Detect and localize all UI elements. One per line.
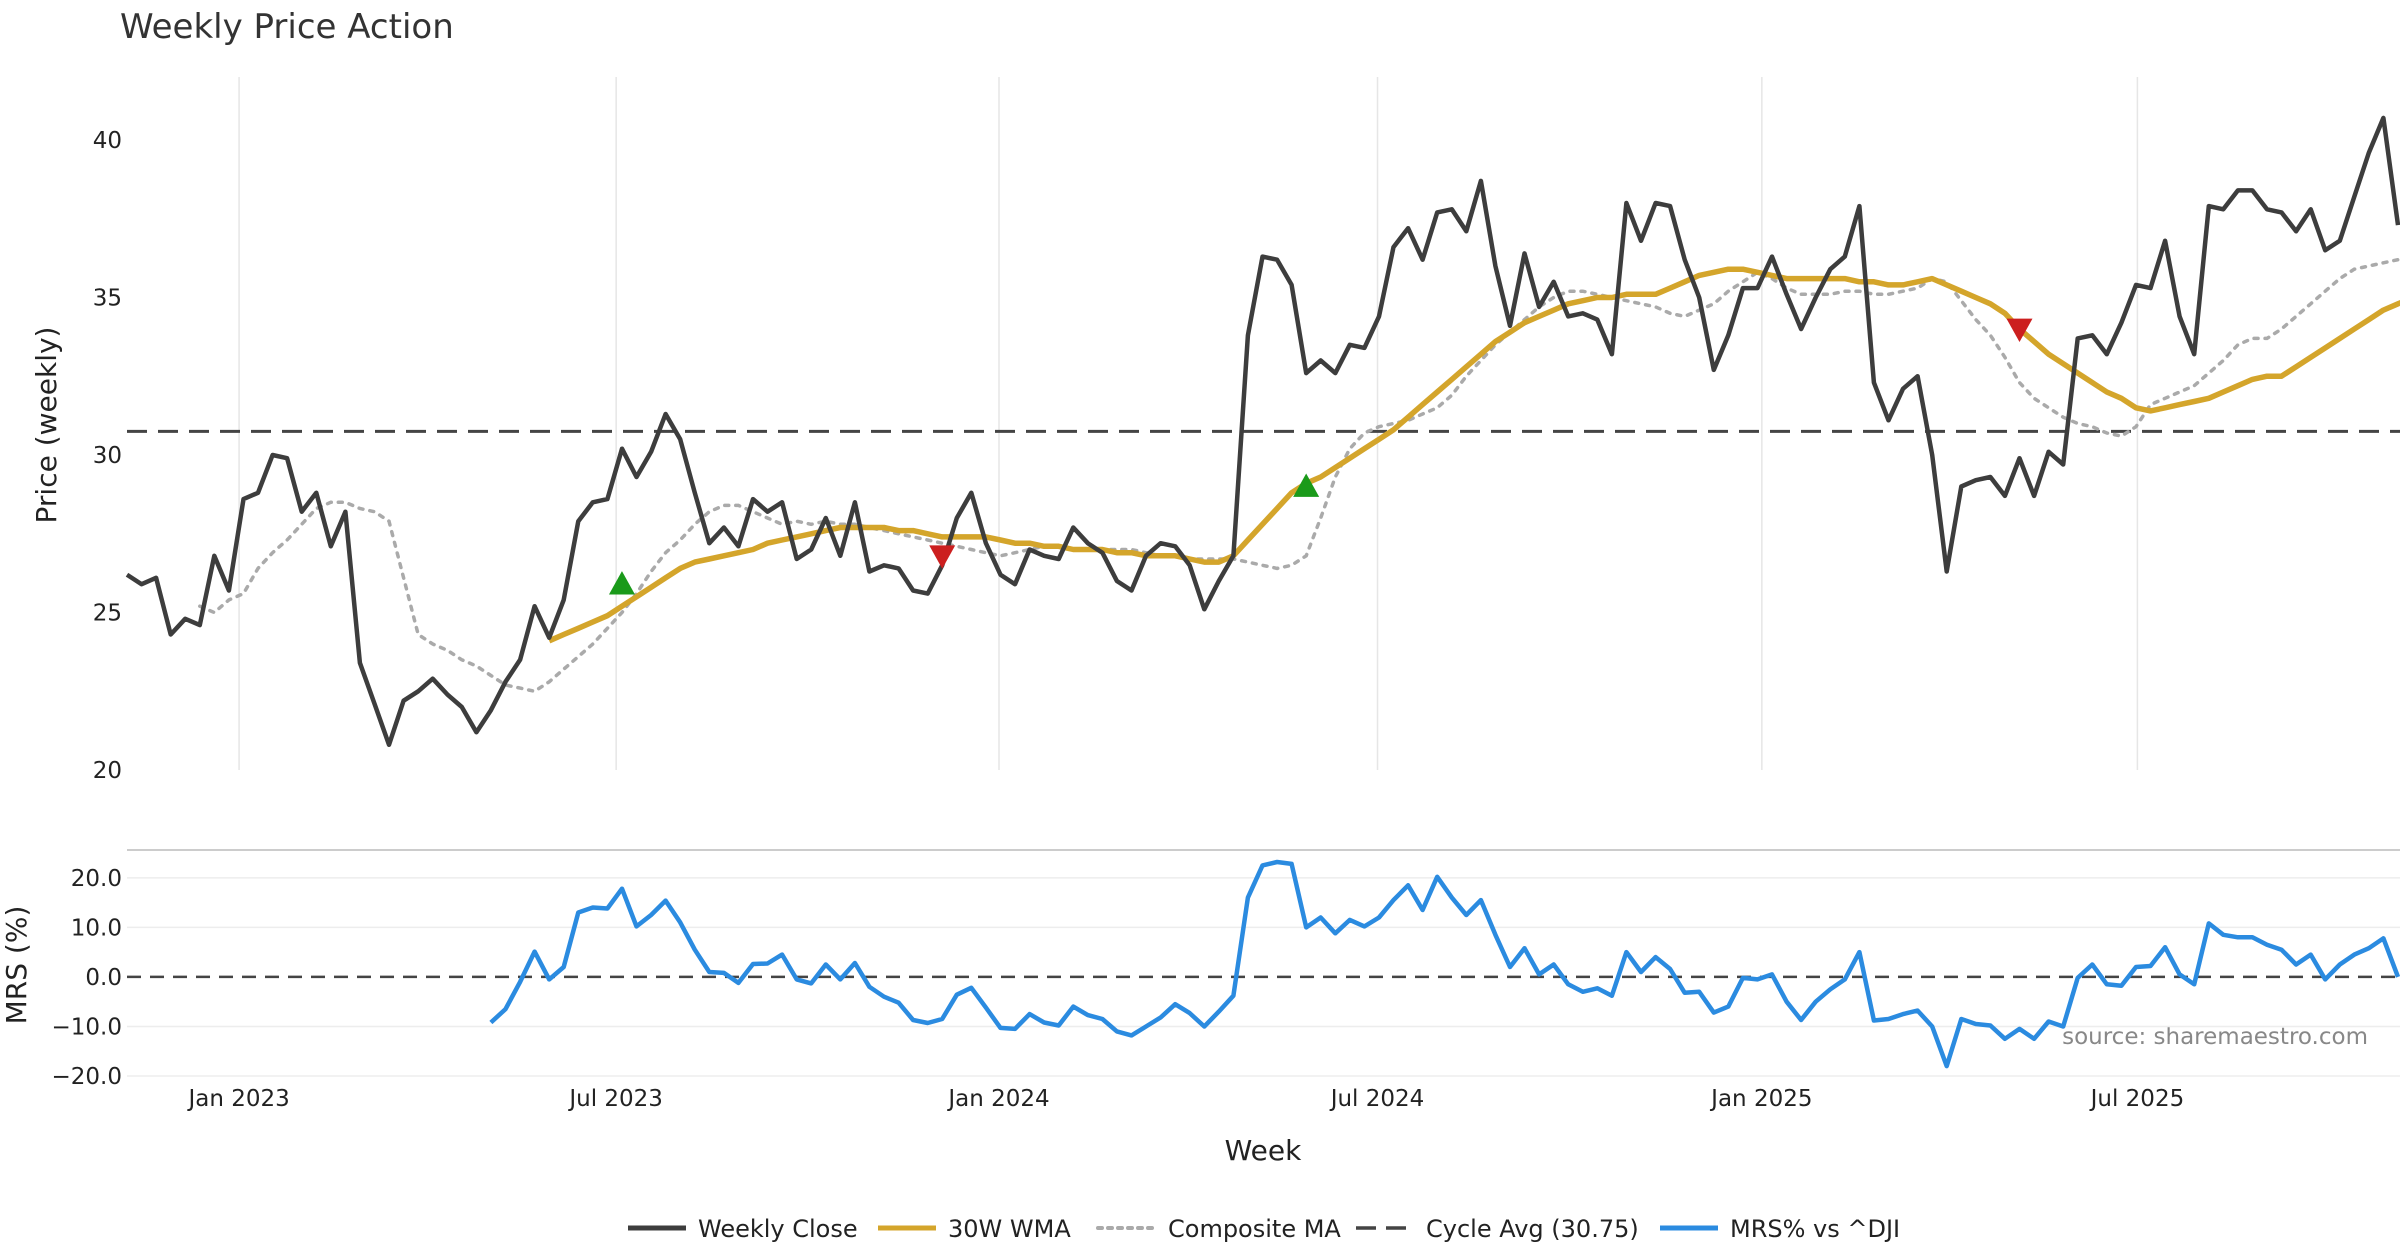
mrs-y-tick: 0.0 bbox=[85, 965, 122, 991]
price-y-tick: 35 bbox=[93, 286, 122, 312]
price-y-tick: 25 bbox=[93, 601, 122, 627]
price-y-tick: 30 bbox=[93, 443, 122, 469]
x-axis-label: Week bbox=[1225, 1134, 1302, 1167]
mrs-y-tick: 20.0 bbox=[71, 866, 122, 892]
chart-title: Weekly Price Action bbox=[120, 7, 454, 47]
mrs-axis-label: MRS (%) bbox=[0, 906, 33, 1025]
mrs-y-tick: 10.0 bbox=[71, 915, 122, 941]
source-annotation: source: sharemaestro.com bbox=[2062, 1024, 2368, 1050]
sell-signal-marker bbox=[929, 545, 956, 569]
legend-label: Cycle Avg (30.75) bbox=[1426, 1215, 1639, 1243]
x-axis-ticks: Jan 2023 Jul 2023 Jan 2024 Jul 2024 Jan 2025… bbox=[186, 1086, 2184, 1112]
mrs-y-tick: −20.0 bbox=[52, 1064, 122, 1090]
x-tick-label: Jul 2024 bbox=[1329, 1086, 1425, 1112]
x-tick-label: Jan 2025 bbox=[1709, 1086, 1812, 1112]
mrs-line bbox=[489, 859, 2400, 1069]
weekly-close-line bbox=[125, 115, 2400, 748]
buy-signal-marker bbox=[1293, 473, 1320, 497]
legend-label: MRS% vs ^DJI bbox=[1730, 1215, 1900, 1243]
x-tick-label: Jul 2023 bbox=[567, 1086, 663, 1112]
price-panel: 20 25 30 35 40 bbox=[93, 77, 2400, 784]
x-tick-label: Jul 2025 bbox=[2089, 1086, 2185, 1112]
mrs-y-tick: −10.0 bbox=[52, 1014, 122, 1040]
composite-ma-line bbox=[198, 257, 2400, 694]
buy-signal-marker bbox=[608, 571, 635, 595]
legend-label: Weekly Close bbox=[698, 1215, 858, 1243]
sell-signal-marker bbox=[2006, 318, 2033, 342]
wma-30w-line bbox=[548, 266, 2400, 644]
price-y-tick: 40 bbox=[93, 128, 122, 154]
x-tick-label: Jan 2024 bbox=[946, 1086, 1049, 1112]
chart-legend: Weekly Close 30W WMA Composite MA Cycle Avg… bbox=[628, 1215, 1900, 1243]
price-axis-label: Price (weekly) bbox=[30, 327, 63, 524]
legend-label: Composite MA bbox=[1168, 1215, 1341, 1243]
x-tick-label: Jan 2023 bbox=[186, 1086, 289, 1112]
price-y-tick: 20 bbox=[93, 758, 122, 784]
legend-label: 30W WMA bbox=[948, 1215, 1071, 1243]
mrs-panel: 20.0 10.0 0.0 −10.0 −20.0 bbox=[52, 849, 2400, 1090]
